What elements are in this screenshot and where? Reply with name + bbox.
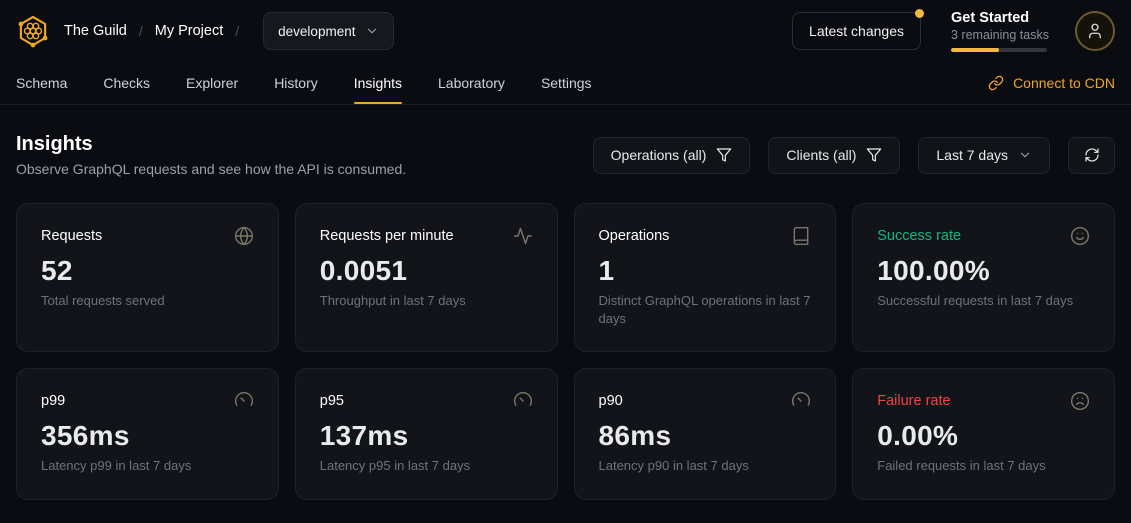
stats-grid: Requests 52 Total requests served Reques…: [16, 203, 1115, 500]
smile-icon: [1070, 226, 1090, 246]
clients-filter-label: Clients (all): [786, 147, 857, 163]
breadcrumb-org[interactable]: The Guild: [64, 23, 127, 39]
stat-card-value: 0.0051: [319, 255, 408, 286]
tab-laboratory[interactable]: Laboratory: [438, 75, 505, 91]
stat-card-description: Throughput in last 7 days: [319, 293, 466, 308]
tab-checks[interactable]: Checks: [103, 75, 151, 91]
book-icon: [791, 226, 811, 246]
stat-card-title: Success rate: [877, 228, 962, 244]
stat-card-value: 356ms: [41, 420, 130, 452]
stat-card-operations: Operations 1 Distinct GraphQL operations…: [573, 203, 837, 353]
stat-card-description: Latency p90 in last 7 days: [598, 458, 749, 474]
get-started-widget[interactable]: Get Started 3 remaining tasks: [951, 10, 1049, 52]
refresh-button[interactable]: [1068, 136, 1115, 174]
stat-card-value: 137ms: [319, 420, 409, 452]
stat-card-description: Total requests served: [41, 293, 165, 308]
stat-card-p90: p90 86ms Latency p90 in last 7 days: [573, 368, 837, 500]
stat-card-p99: p99 356ms Latency p99 in last 7 days: [16, 368, 279, 500]
latest-changes-button[interactable]: Latest changes: [792, 9, 924, 50]
main-nav: Schema Checks Explorer History Insights Labor…: [0, 62, 1131, 105]
stat-card-value: 100.00%: [877, 255, 990, 286]
refresh-icon: [1084, 147, 1100, 163]
stat-card-value: 0.00%: [877, 420, 959, 452]
latest-changes-label: Latest changes: [809, 23, 904, 39]
chevron-down-icon: [1018, 148, 1032, 162]
get-started-progress-bar: [951, 48, 1047, 52]
connect-to-cdn-link[interactable]: Connect to CDN: [988, 62, 1115, 104]
stat-card-description: Successful requests in last 7 days: [877, 293, 1074, 308]
clients-filter-button[interactable]: Clients (all): [768, 136, 901, 174]
breadcrumb-separator: /: [138, 23, 143, 39]
link-icon: [988, 75, 1004, 91]
get-started-title: Get Started: [951, 10, 1030, 26]
stat-card-description: Distinct GraphQL operations in last 7 da…: [598, 293, 811, 326]
breadcrumb-project[interactable]: My Project: [154, 23, 224, 39]
stat-card-title: Requests: [41, 228, 103, 244]
filter-icon: [866, 147, 882, 163]
nav-tabs: Schema Checks Explorer History Insights Labor…: [16, 62, 592, 104]
stat-card-title: p95: [319, 393, 344, 410]
operations-filter-button[interactable]: Operations (all): [592, 136, 751, 174]
connect-to-cdn-label: Connect to CDN: [1013, 75, 1115, 91]
globe-icon: [234, 226, 254, 246]
top-header: The Guild / My Project / development Lat…: [0, 0, 1131, 62]
frown-icon: [1070, 391, 1090, 411]
breadcrumb-separator: /: [235, 23, 240, 39]
filter-icon: [716, 147, 732, 163]
tab-schema[interactable]: Schema: [16, 75, 68, 91]
stat-card-title: Failure rate: [877, 393, 951, 410]
chevron-down-icon: [365, 24, 379, 38]
page-title: Insights: [16, 133, 93, 155]
stat-card-description: Latency p95 in last 7 days: [319, 458, 471, 474]
tab-history[interactable]: History: [274, 75, 318, 91]
stat-card-value: 52: [41, 255, 73, 286]
stat-card-requests: Requests 52 Total requests served: [16, 203, 279, 353]
page-subtitle: Observe GraphQL requests and see how the…: [16, 161, 407, 177]
target-selector[interactable]: development: [263, 12, 395, 50]
stat-card-description: Failed requests in last 7 days: [877, 458, 1046, 474]
stat-card-success-rate: Success rate 100.00% Successful requests…: [852, 203, 1115, 353]
stat-card-title: Operations: [598, 228, 670, 244]
stat-card-value: 86ms: [598, 420, 672, 452]
date-range-label: Last 7 days: [936, 147, 1008, 163]
stat-card-failure-rate: Failure rate 0.00% Failed requests in la…: [852, 368, 1115, 500]
gauge-icon: [513, 391, 533, 411]
get-started-progress-fill: [951, 48, 999, 52]
tab-settings[interactable]: Settings: [540, 75, 592, 91]
stat-card-title: p99: [41, 393, 66, 410]
breadcrumb: The Guild / My Project / development: [64, 12, 395, 50]
hive-logo-icon[interactable]: [16, 14, 50, 48]
stat-card-title: Requests per minute: [319, 228, 454, 244]
filter-toolbar: Operations (all) Clients (all) Last 7 da…: [592, 136, 1115, 174]
activity-icon: [513, 226, 533, 246]
stat-card-title: p90: [598, 393, 623, 410]
gauge-icon: [791, 391, 811, 411]
stat-card-description: Latency p99 in last 7 days: [41, 458, 192, 474]
tab-explorer[interactable]: Explorer: [186, 75, 239, 91]
tab-insights[interactable]: Insights: [353, 62, 403, 104]
page-header: Insights Observe GraphQL requests and se…: [0, 105, 1131, 203]
page-title-block: Insights Observe GraphQL requests and se…: [16, 133, 406, 177]
stat-card-value: 1: [598, 255, 615, 286]
gauge-icon: [234, 391, 254, 411]
user-icon: [1086, 22, 1104, 40]
target-selector-value: development: [278, 23, 356, 39]
stat-card-p95: p95 137ms Latency p95 in last 7 days: [294, 368, 558, 500]
operations-filter-label: Operations (all): [610, 147, 707, 163]
get-started-remaining-tasks: 3 remaining tasks: [951, 28, 1049, 42]
stat-card-requests-per-minute: Requests per minute 0.0051 Throughput in…: [294, 203, 558, 353]
date-range-selector[interactable]: Last 7 days: [918, 136, 1050, 174]
user-avatar[interactable]: [1075, 11, 1115, 51]
notification-dot: [915, 9, 924, 18]
